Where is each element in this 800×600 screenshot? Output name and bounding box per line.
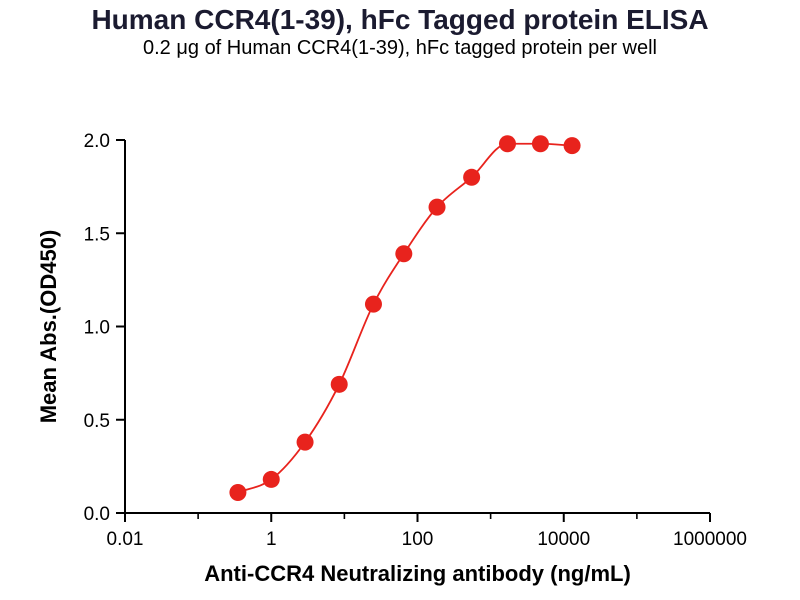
data-point (229, 483, 247, 501)
x-tick-label: 1000000 (673, 529, 747, 550)
data-point (428, 198, 446, 216)
x-axis-title: Anti-CCR4 Neutralizing antibody (ng/mL) (204, 561, 631, 586)
y-tick-label: 1.5 (84, 224, 110, 245)
data-point (296, 433, 314, 451)
fit-curve (237, 142, 573, 494)
y-tick-label: 2.0 (84, 131, 110, 152)
y-tick-label: 0.0 (84, 504, 110, 525)
data-point (531, 135, 549, 153)
y-tick-label: 1.0 (84, 318, 110, 339)
x-tick-label: 10000 (537, 529, 590, 550)
data-point (463, 168, 481, 186)
x-tick-label: 1 (266, 529, 277, 550)
y-axis-title: Mean Abs.(OD450) (36, 230, 61, 424)
x-tick-label: 0.01 (107, 529, 144, 550)
chart-title: Human CCR4(1-39), hFc Tagged protein ELI… (91, 4, 709, 35)
data-point (364, 295, 382, 313)
data-point (563, 137, 581, 155)
y-tick-label: 0.5 (84, 411, 110, 432)
x-tick-label: 100 (402, 529, 434, 550)
data-point (395, 245, 413, 263)
data-point (498, 135, 516, 153)
data-point (330, 375, 348, 393)
data-point (262, 470, 280, 488)
chart-subtitle: 0.2 μg of Human CCR4(1-39), hFc tagged p… (143, 37, 657, 59)
